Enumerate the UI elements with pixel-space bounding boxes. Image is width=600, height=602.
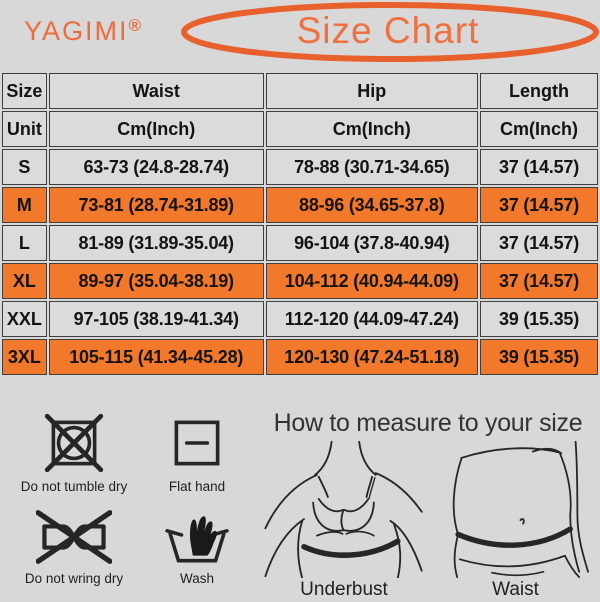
table-row-s: S 63-73 (24.8-28.74) 78-88 (30.71-34.65)… — [2, 149, 598, 185]
hip-cell: 88-96 (34.65-37.8) — [265, 187, 478, 223]
underbust-label: Underbust — [300, 579, 388, 600]
length-cell: 37 (14.57) — [479, 263, 598, 299]
do-not-tumble-dry-icon — [44, 413, 104, 473]
care-label: Do not wring dry — [24, 571, 124, 586]
size-cell: 3XL — [2, 339, 47, 375]
length-cell: 37 (14.57) — [479, 187, 598, 223]
hip-cell: 112-120 (44.09-47.24) — [265, 301, 478, 337]
underbust-figure: Underbust — [256, 440, 432, 601]
bottom-section: Do not tumble dry Flat hand Do — [0, 404, 600, 600]
title-ellipse-icon — [181, 2, 599, 62]
waist-cell: 73-81 (28.74-31.89) — [48, 187, 264, 223]
wash-icon — [165, 516, 229, 563]
col-header-waist: Waist — [48, 73, 264, 109]
care-item-wash: Wash — [138, 506, 256, 602]
care-label: Wash — [179, 571, 214, 586]
care-instructions: Do not tumble dry Flat hand Do — [0, 404, 256, 600]
table-row-xxl: XXL 97-105 (38.19-41.34) 112-120 (44.09-… — [2, 301, 598, 337]
care-item-do-not-wring-dry: Do not wring dry — [10, 506, 138, 602]
length-cell: 37 (14.57) — [479, 149, 598, 185]
table-unit-row: Unit Cm(Inch) Cm(Inch) Cm(Inch) — [2, 111, 598, 147]
title-badge: Size Chart — [176, 0, 600, 66]
length-cell: 37 (14.57) — [479, 225, 598, 261]
do-not-wring-dry-icon — [36, 510, 112, 564]
length-cell: 39 (15.35) — [479, 339, 598, 375]
waist-figure: Waist — [432, 440, 599, 601]
col-header-hip: Hip — [265, 73, 478, 109]
waist-cell: 89-97 (35.04-38.19) — [48, 263, 264, 299]
unit-hip: Cm(Inch) — [265, 111, 478, 147]
hip-cell: 96-104 (37.8-40.94) — [265, 225, 478, 261]
header: YAGIMI® Size Chart — [0, 0, 600, 70]
length-cell: 39 (15.35) — [479, 301, 598, 337]
waist-cell: 81-89 (31.89-35.04) — [48, 225, 264, 261]
measure-section: How to measure to your size — [256, 404, 600, 600]
col-header-length: Length — [479, 73, 598, 109]
size-cell: L — [2, 225, 47, 261]
table-row-l: L 81-89 (31.89-35.04) 96-104 (37.8-40.94… — [2, 225, 598, 261]
waist-label: Waist — [492, 579, 539, 600]
care-item-do-not-tumble-dry: Do not tumble dry — [10, 410, 138, 506]
brand-text: YAGIMI — [24, 16, 129, 46]
hip-cell: 104-112 (40.94-44.09) — [265, 263, 478, 299]
size-cell: XL — [2, 263, 47, 299]
size-table: Size Waist Hip Length Unit Cm(Inch) Cm(I… — [0, 71, 600, 377]
size-cell: M — [2, 187, 47, 223]
table-row-3xl: 3XL 105-115 (41.34-45.28) 120-130 (47.24… — [2, 339, 598, 375]
unit-waist: Cm(Inch) — [48, 111, 264, 147]
table-header-row: Size Waist Hip Length — [2, 73, 598, 109]
care-item-flat-hand: Flat hand — [138, 410, 256, 506]
unit-length: Cm(Inch) — [479, 111, 598, 147]
measure-figures: Underbust — [256, 440, 600, 601]
table-row-m: M 73-81 (28.74-31.89) 88-96 (34.65-37.8)… — [2, 187, 598, 223]
hip-cell: 78-88 (30.71-34.65) — [265, 149, 478, 185]
col-header-size: Size — [2, 73, 47, 109]
underbust-measure-illustration — [264, 440, 423, 578]
waist-cell: 105-115 (41.34-45.28) — [48, 339, 264, 375]
waist-cell: 63-73 (24.8-28.74) — [48, 149, 264, 185]
waist-cell: 97-105 (38.19-41.34) — [48, 301, 264, 337]
hip-cell: 120-130 (47.24-51.18) — [265, 339, 478, 375]
size-cell: XXL — [2, 301, 47, 337]
measure-heading: How to measure to your size — [273, 409, 583, 437]
registered-mark-icon: ® — [128, 16, 142, 35]
care-label: Flat hand — [168, 479, 226, 494]
brand-logo: YAGIMI® — [24, 16, 141, 47]
page-title: Size Chart — [296, 10, 480, 51]
care-label: Do not tumble dry — [20, 479, 128, 494]
size-cell: S — [2, 149, 47, 185]
table-row-xl: XL 89-97 (35.04-38.19) 104-112 (40.94-44… — [2, 263, 598, 299]
waist-measure-illustration — [452, 440, 589, 578]
unit-label: Unit — [2, 111, 47, 147]
flat-hand-icon — [174, 420, 220, 466]
